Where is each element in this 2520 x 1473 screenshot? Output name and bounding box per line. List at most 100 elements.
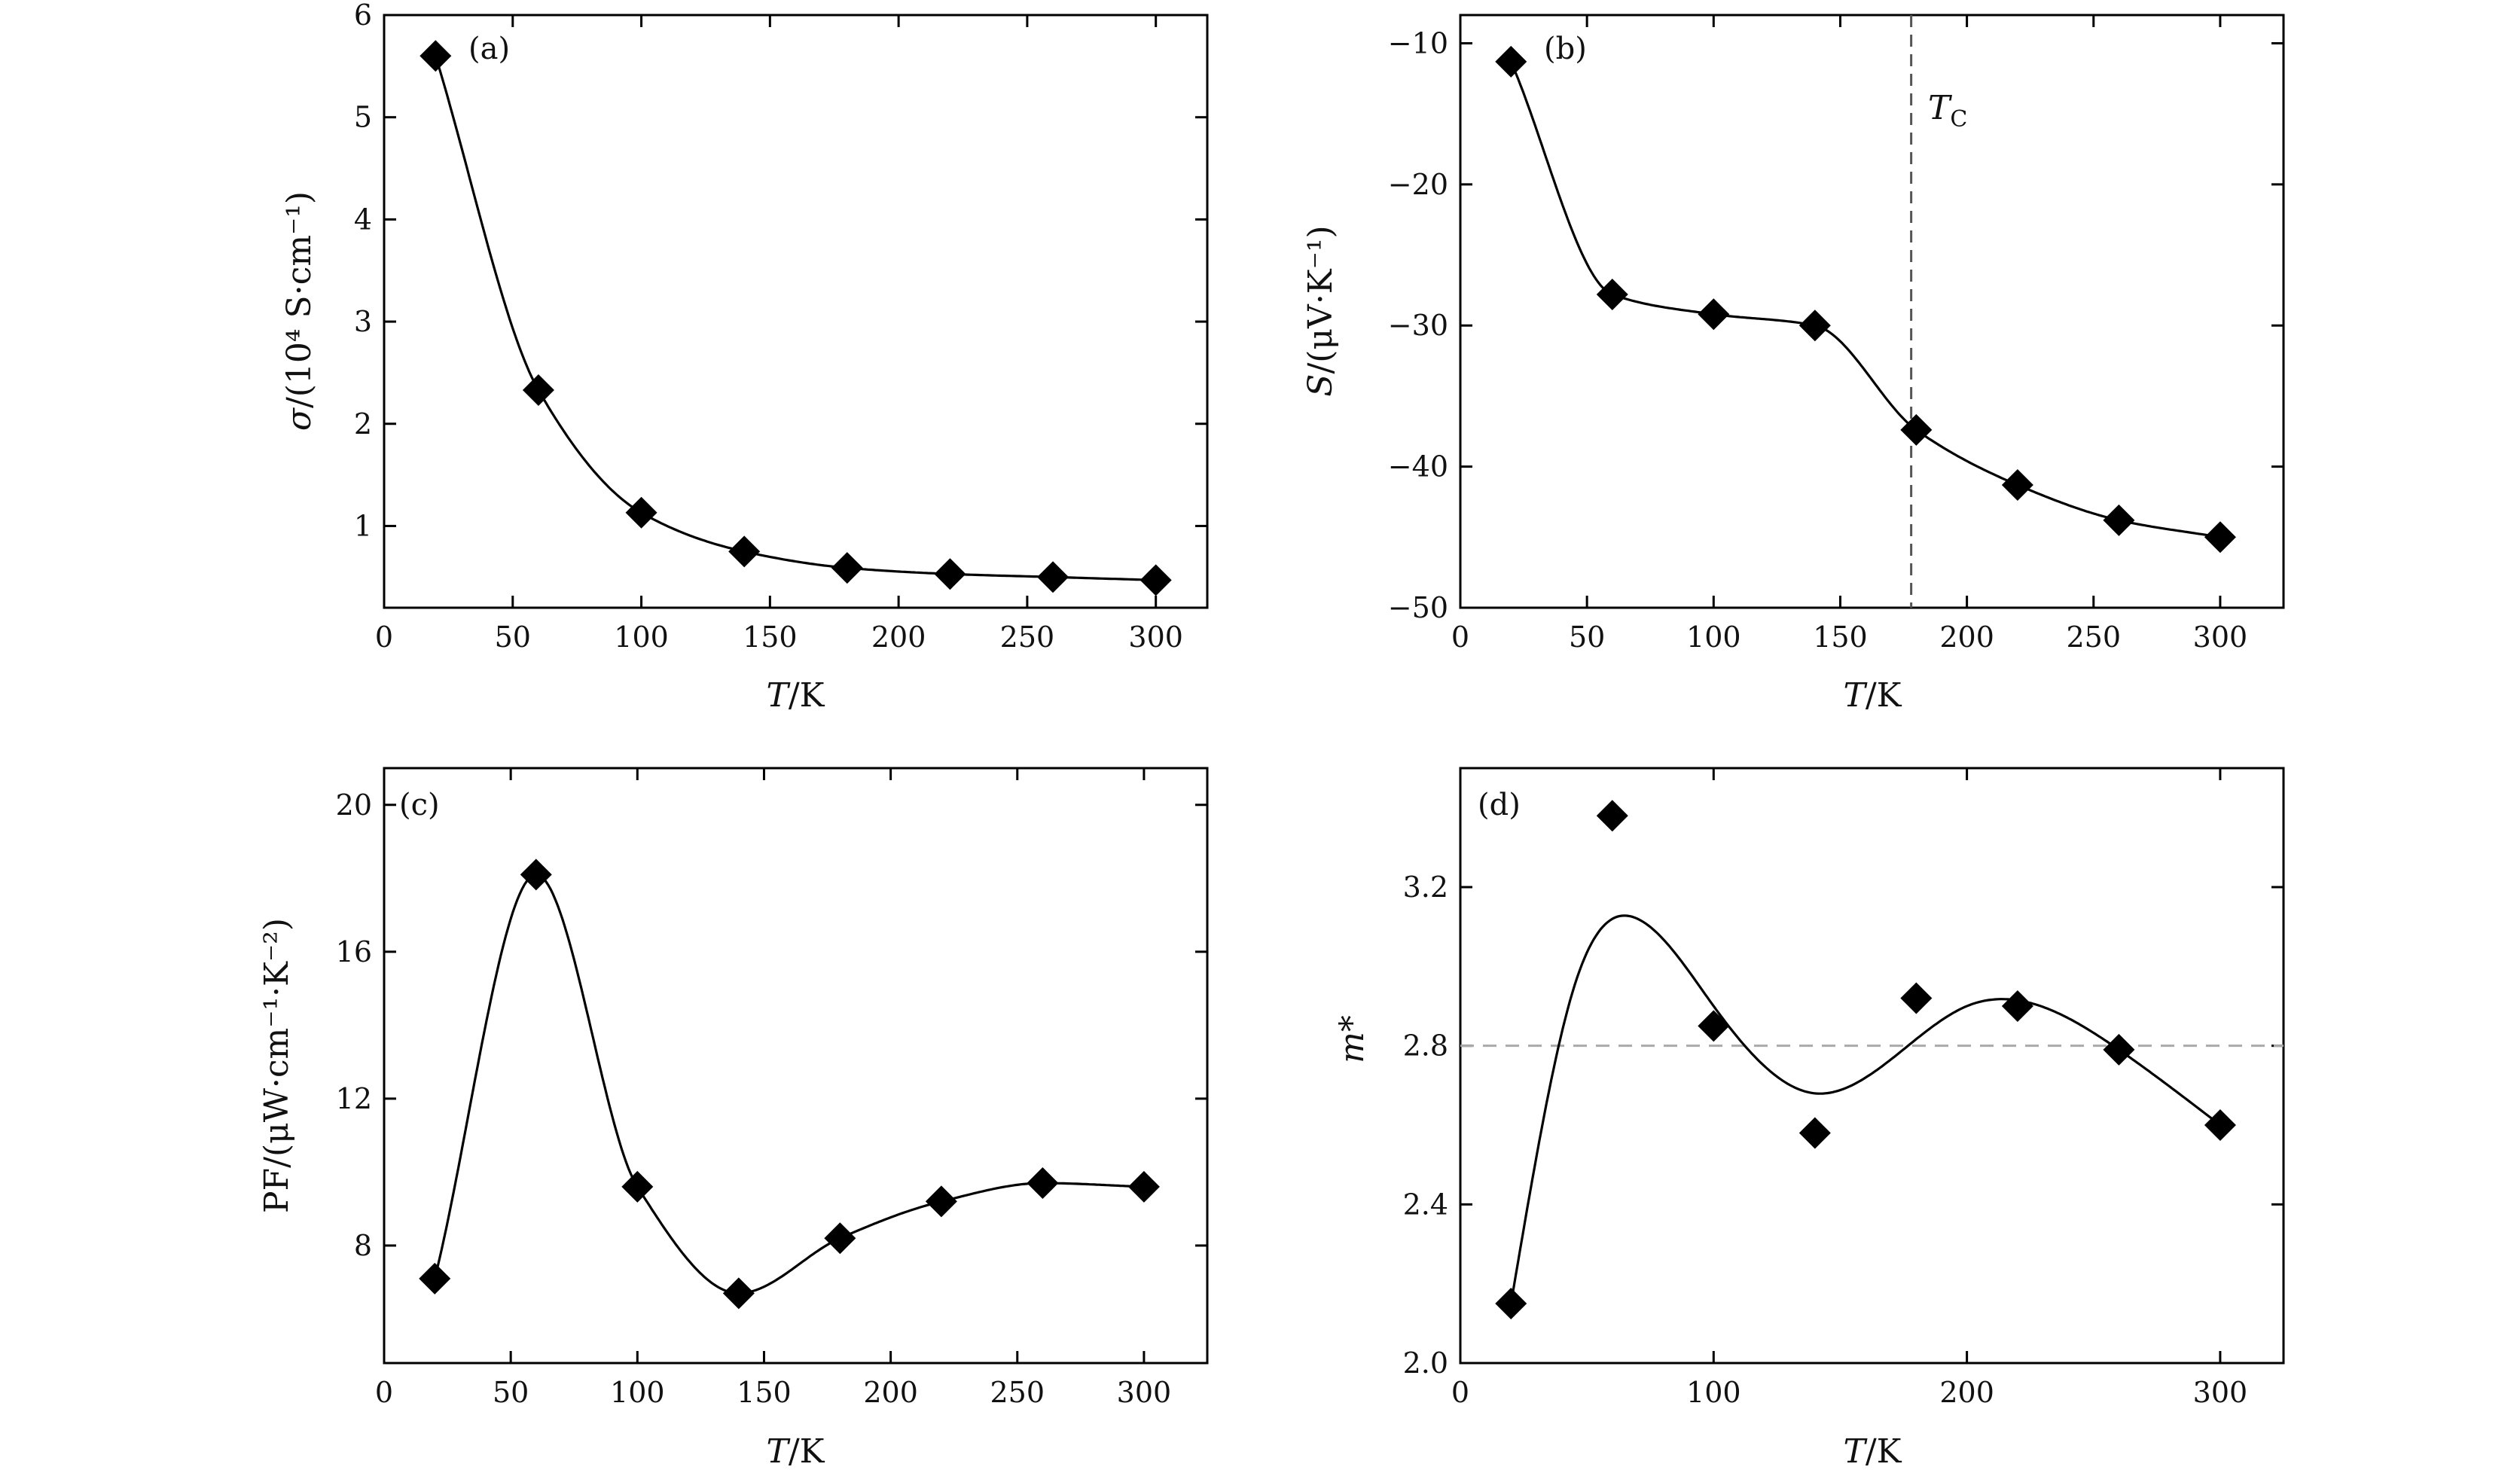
y-tick-label: 8 — [354, 1229, 372, 1262]
data-point — [1698, 298, 1730, 331]
y-tick-label: −10 — [1388, 26, 1448, 59]
data-point — [1900, 413, 1933, 446]
tick-layer: 0 50 100 150 200 250 300 1 2 3 4 5 6 — [354, 0, 1207, 654]
data-point — [625, 496, 657, 529]
tick-layer: 0 50 100 150 200 250 300 −10 −20 −30 −40 −50 — [1388, 15, 2284, 654]
data-point — [1139, 564, 1172, 596]
x-tick-label: 50 — [495, 621, 531, 654]
y-axis-title: PF/(μW·cm⁻¹·K⁻²) — [258, 918, 296, 1213]
panel-c: 0 50 100 150 200 250 300 8 12 16 20 (c) T/K PF/(μW… — [258, 767, 1209, 1471]
x-tick-label: 250 — [990, 1376, 1045, 1409]
plot-frame — [383, 14, 1209, 609]
x-tick-label: 0 — [1451, 1376, 1469, 1409]
marker-layer — [1495, 800, 2236, 1319]
y-tick-label: 16 — [336, 935, 372, 968]
x-tick-label: 200 — [1939, 1376, 1994, 1409]
data-point — [2204, 521, 2236, 554]
data-point — [2204, 1109, 2236, 1141]
y-axis-unit: /(μV·K⁻¹) — [1301, 225, 1340, 374]
data-point — [621, 1170, 654, 1203]
x-axis-unit: /K — [1866, 676, 1902, 715]
x-axis-var: T — [1843, 1432, 1868, 1471]
x-tick-label: 300 — [1117, 1376, 1172, 1409]
x-axis-var: T — [766, 676, 791, 715]
plot-frame — [1459, 767, 2285, 1365]
x-tick-label: 0 — [375, 1376, 393, 1409]
data-point — [722, 1277, 755, 1310]
data-point — [419, 1262, 451, 1295]
marker-layer — [419, 40, 1172, 596]
x-tick-label: 100 — [614, 621, 669, 654]
panel-label: (c) — [399, 788, 440, 822]
y-tick-label: −50 — [1388, 591, 1448, 624]
data-point — [2001, 468, 2033, 501]
y-tick-label: 1 — [354, 509, 372, 542]
fit-curve — [433, 873, 1144, 1295]
data-point — [2001, 990, 2033, 1022]
plot-frame — [383, 767, 1209, 1365]
marker-layer — [1495, 45, 2236, 554]
x-axis-title: T/K — [766, 1432, 825, 1471]
panel-d: 0 100 200 300 2.0 2.4 2.8 3.2 (d) T/K m* — [1333, 767, 2285, 1471]
y-tick-label: 2 — [354, 407, 372, 441]
data-point — [1037, 561, 1069, 593]
y-tick-label: 20 — [336, 788, 372, 822]
y-axis-title: σ/(10⁴ S·cm⁻¹) — [280, 191, 319, 431]
y-tick-label: 6 — [354, 0, 372, 32]
tick-layer: 0 100 200 300 2.0 2.4 2.8 3.2 — [1403, 768, 2284, 1409]
x-tick-label: 200 — [871, 621, 926, 654]
tick-layer: 0 50 100 150 200 250 300 8 12 16 20 — [336, 768, 1207, 1409]
x-tick-label: 0 — [375, 621, 393, 654]
x-tick-label: 150 — [743, 621, 798, 654]
x-tick-label: 250 — [2067, 621, 2122, 654]
data-point — [925, 1185, 957, 1218]
data-point — [831, 552, 863, 584]
data-point — [1698, 1010, 1730, 1042]
data-point — [1798, 1117, 1831, 1149]
panel-label: (b) — [1544, 32, 1587, 66]
x-tick-label: 150 — [737, 1376, 792, 1409]
x-tick-label: 100 — [610, 1376, 665, 1409]
y-tick-label: 3 — [354, 305, 372, 338]
x-tick-label: 200 — [863, 1376, 918, 1409]
data-point — [1798, 310, 1831, 342]
x-axis-title: T/K — [766, 676, 825, 715]
x-tick-label: 250 — [1000, 621, 1055, 654]
y-tick-label: 3.2 — [1403, 871, 1448, 904]
y-axis-unit: /(10⁴ S·cm⁻¹) — [280, 191, 319, 408]
data-point — [1027, 1167, 1059, 1200]
data-point — [1900, 982, 1933, 1014]
data-point — [419, 40, 452, 72]
tc-annotation-sub: C — [1950, 106, 1967, 133]
data-point — [520, 858, 552, 891]
panel-a: 0 50 100 150 200 250 300 1 2 3 4 5 6 (a) T/K σ/(10⁴ … — [280, 0, 1209, 715]
x-axis-var: T — [766, 1432, 791, 1471]
x-tick-label: 200 — [1939, 621, 1994, 654]
fit-curve — [434, 55, 1156, 581]
data-point — [934, 558, 966, 590]
data-point — [2103, 1033, 2135, 1066]
y-axis-var: S — [1301, 374, 1340, 397]
tc-annotation-main: T — [1928, 89, 1953, 127]
data-point — [1495, 45, 1527, 78]
y-tick-label: 2.8 — [1403, 1029, 1448, 1063]
tc-annotation: TC — [1928, 89, 1967, 133]
y-axis-title: m* — [1333, 1015, 1371, 1063]
data-point — [824, 1222, 856, 1255]
x-axis-unit: /K — [1866, 1432, 1902, 1471]
y-tick-label: 12 — [336, 1082, 372, 1115]
x-tick-label: 150 — [1813, 621, 1868, 654]
x-tick-label: 0 — [1451, 621, 1469, 654]
y-axis-title: S/(μV·K⁻¹) — [1301, 225, 1340, 396]
data-point — [1596, 800, 1628, 832]
plot-frame — [1459, 14, 2285, 609]
y-tick-label: −40 — [1388, 450, 1448, 483]
x-tick-label: 300 — [1128, 621, 1183, 654]
y-tick-label: −30 — [1388, 309, 1448, 342]
data-point — [728, 535, 761, 568]
x-axis-title: T/K — [1843, 1432, 1902, 1471]
x-axis-var: T — [1843, 676, 1868, 715]
data-point — [2103, 504, 2135, 536]
x-axis-unit: /K — [789, 1432, 825, 1471]
